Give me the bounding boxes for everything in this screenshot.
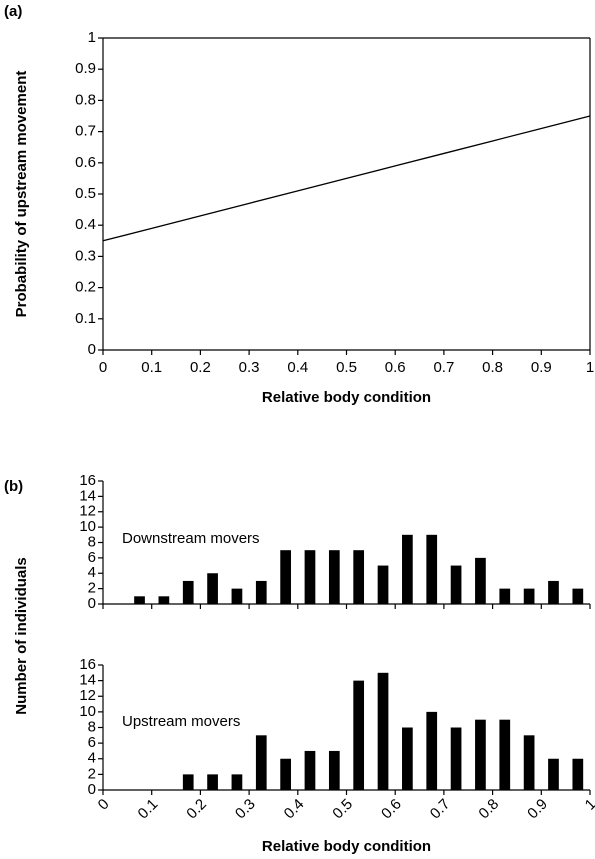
y-tick-label: 0	[88, 595, 96, 612]
y-tick-label: 0.6	[75, 154, 96, 171]
bar	[304, 550, 316, 604]
annotation: Downstream movers	[122, 530, 260, 547]
bar	[280, 550, 291, 604]
x-tick-label: 0.4	[287, 359, 308, 376]
x-tick-label: 0.1	[135, 796, 162, 823]
y-tick-label: 0.7	[75, 123, 96, 140]
y-tick-label: 14	[79, 487, 96, 504]
y-axis-label: Number of individuals	[13, 557, 30, 715]
y-tick-label: 0.3	[75, 247, 96, 264]
y-tick-label: 16	[79, 472, 96, 489]
bar	[207, 573, 218, 604]
bar	[134, 596, 145, 604]
bar	[182, 580, 194, 604]
bar	[377, 672, 389, 790]
y-tick-label: 6	[88, 734, 96, 751]
y-tick-label: 0.8	[75, 91, 96, 108]
bar	[548, 758, 559, 790]
x-tick-label: 0.6	[385, 359, 406, 376]
x-tick-label: 0	[95, 796, 113, 814]
bar	[353, 550, 365, 604]
x-tick-label: 0.7	[427, 796, 454, 823]
bar	[328, 550, 340, 604]
x-axis-label: Relative body condition	[262, 838, 431, 855]
x-tick-label: 0.7	[433, 359, 454, 376]
y-tick-label: 2	[88, 580, 96, 597]
x-tick-label: 0.6	[378, 796, 405, 823]
y-tick-label: 6	[88, 549, 96, 566]
bar	[548, 580, 559, 604]
x-tick-label: 0.3	[239, 359, 260, 376]
x-tick-label: 0.8	[475, 796, 502, 823]
bar	[523, 735, 535, 790]
bar	[231, 588, 243, 604]
x-tick-label: 0.3	[232, 796, 259, 823]
bar	[572, 588, 584, 604]
y-tick-label: 10	[79, 703, 96, 720]
bar	[523, 588, 535, 604]
y-tick-label: 0.2	[75, 279, 96, 296]
x-tick-label: 0.9	[524, 796, 551, 823]
panel-label: (a)	[4, 3, 22, 20]
bar	[182, 774, 194, 790]
bar	[402, 534, 413, 604]
y-tick-label: 10	[79, 518, 96, 535]
x-tick-label: 0.2	[190, 359, 211, 376]
x-tick-label: 0.5	[336, 359, 357, 376]
bar	[304, 750, 316, 790]
bar	[499, 719, 511, 790]
bar	[353, 680, 365, 790]
annotation: Upstream movers	[122, 713, 240, 730]
bar	[280, 758, 291, 790]
bar	[377, 565, 389, 604]
bar	[207, 774, 218, 790]
y-tick-label: 2	[88, 765, 96, 782]
bar	[255, 735, 267, 790]
y-tick-label: 4	[88, 750, 96, 767]
x-tick-label: 1	[582, 796, 595, 814]
y-axis-label: Probability of upstream movement	[13, 71, 30, 318]
y-tick-label: 0.1	[75, 310, 96, 327]
x-tick-label: 0.9	[531, 359, 552, 376]
y-tick-label: 8	[88, 718, 96, 735]
x-tick-label: 0.4	[281, 796, 308, 823]
x-tick-label: 0.5	[329, 796, 356, 823]
line	[102, 115, 591, 242]
bar	[328, 750, 340, 790]
bar	[255, 580, 267, 604]
y-tick-label: 12	[79, 503, 96, 520]
y-tick-label: 4	[88, 564, 96, 581]
bar	[426, 711, 438, 790]
x-tick-label: 1	[586, 359, 594, 376]
y-tick-label: 0.5	[75, 185, 96, 202]
y-tick-label: 0.9	[75, 60, 96, 77]
bar	[450, 565, 462, 604]
y-tick-label: 0	[88, 781, 96, 798]
bar	[499, 588, 511, 604]
y-tick-label: 0	[88, 341, 96, 358]
bar	[572, 758, 584, 790]
y-tick-label: 8	[88, 533, 96, 550]
x-tick-label: 0.8	[482, 359, 503, 376]
bar	[475, 719, 486, 790]
y-tick-label: 12	[79, 687, 96, 704]
bar	[158, 596, 170, 604]
bar	[450, 727, 462, 790]
y-tick-label: 0.4	[75, 216, 96, 233]
x-tick-label: 0.2	[183, 796, 210, 823]
x-tick-label: 0.1	[141, 359, 162, 376]
y-tick-label: 1	[88, 29, 96, 46]
bar	[426, 534, 438, 604]
y-tick-label: 16	[79, 656, 96, 673]
x-tick-label: 0	[99, 359, 107, 376]
bar	[475, 557, 486, 604]
bar	[231, 774, 243, 790]
x-axis-label: Relative body condition	[262, 389, 431, 406]
bar	[402, 727, 413, 790]
y-tick-label: 14	[79, 672, 96, 689]
panel-label: (b)	[4, 478, 23, 495]
